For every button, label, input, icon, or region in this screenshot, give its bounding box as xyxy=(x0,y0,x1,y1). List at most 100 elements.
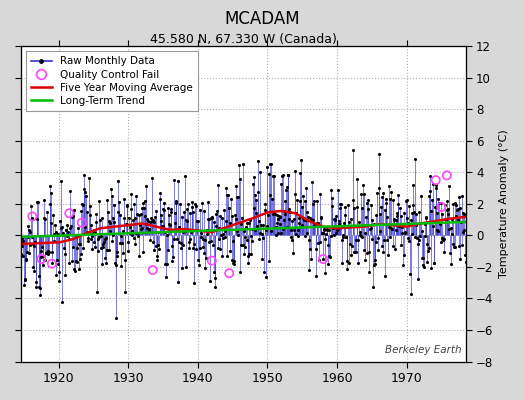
Point xyxy=(140,213,149,219)
Point xyxy=(20,277,29,283)
Point xyxy=(344,202,352,208)
Point xyxy=(78,220,86,226)
Point xyxy=(289,227,298,233)
Point xyxy=(96,216,104,223)
Point xyxy=(174,224,183,230)
Point xyxy=(223,253,231,259)
Point xyxy=(158,223,166,229)
Point xyxy=(183,205,192,212)
Point xyxy=(460,227,468,234)
Point xyxy=(272,224,280,231)
Point xyxy=(199,244,208,250)
Point xyxy=(310,198,319,204)
Point xyxy=(250,174,258,180)
Point xyxy=(198,200,206,206)
Point xyxy=(219,234,227,241)
Point xyxy=(189,209,197,216)
Point xyxy=(440,249,448,256)
Point xyxy=(150,218,159,225)
Point xyxy=(289,250,297,257)
Point xyxy=(51,222,60,228)
Point xyxy=(25,226,33,233)
Point xyxy=(419,262,428,268)
Point xyxy=(257,231,266,238)
Point xyxy=(360,246,368,253)
Point xyxy=(427,208,435,214)
Point xyxy=(203,227,211,233)
Point xyxy=(451,244,460,250)
Point xyxy=(202,255,210,262)
Point xyxy=(437,200,445,206)
Point xyxy=(263,164,271,170)
Point xyxy=(192,218,201,224)
Point xyxy=(342,234,350,241)
Point xyxy=(206,237,215,244)
Point xyxy=(334,218,343,224)
Point xyxy=(356,232,364,238)
Point xyxy=(396,223,404,229)
Point xyxy=(142,183,150,190)
Point xyxy=(380,273,389,280)
Point xyxy=(65,236,73,242)
Point xyxy=(52,229,60,235)
Point xyxy=(54,231,62,237)
Point xyxy=(301,185,310,191)
Point xyxy=(216,246,224,252)
Point xyxy=(268,196,276,202)
Point xyxy=(417,193,425,199)
Y-axis label: Temperature Anomaly (°C): Temperature Anomaly (°C) xyxy=(499,130,509,278)
Point xyxy=(130,241,139,247)
Point xyxy=(217,253,226,260)
Point xyxy=(190,280,198,286)
Point xyxy=(169,235,178,242)
Point xyxy=(383,237,391,243)
Point xyxy=(325,227,333,233)
Point xyxy=(195,244,204,251)
Point xyxy=(180,209,188,215)
Point xyxy=(443,172,451,178)
Point xyxy=(281,198,290,204)
Point xyxy=(442,206,451,213)
Point xyxy=(307,216,315,222)
Point xyxy=(385,183,394,190)
Point xyxy=(232,216,241,222)
Point xyxy=(78,201,86,207)
Point xyxy=(432,177,440,183)
Point xyxy=(348,243,356,249)
Point xyxy=(135,252,143,259)
Point xyxy=(226,220,235,226)
Point xyxy=(44,248,52,255)
Point xyxy=(19,253,27,260)
Point xyxy=(160,206,169,213)
Point xyxy=(194,218,202,224)
Point xyxy=(362,214,370,220)
Point xyxy=(316,214,325,221)
Point xyxy=(234,232,242,239)
Point xyxy=(96,233,105,239)
Point xyxy=(241,234,249,240)
Point xyxy=(285,216,293,222)
Point xyxy=(131,215,139,221)
Point xyxy=(279,208,288,214)
Point xyxy=(407,291,415,298)
Point xyxy=(255,236,264,242)
Point xyxy=(438,235,446,241)
Point xyxy=(220,207,228,213)
Point xyxy=(137,205,146,211)
Point xyxy=(386,196,394,202)
Point xyxy=(445,226,453,232)
Point xyxy=(171,220,180,227)
Point xyxy=(149,238,158,245)
Point xyxy=(206,278,214,285)
Point xyxy=(457,242,466,249)
Point xyxy=(235,162,243,168)
Point xyxy=(323,226,331,233)
Point xyxy=(282,224,291,230)
Point xyxy=(153,253,161,260)
Point xyxy=(324,261,333,268)
Point xyxy=(85,174,93,181)
Point xyxy=(146,237,155,243)
Point xyxy=(410,208,418,215)
Point xyxy=(37,256,46,262)
Point xyxy=(92,211,101,217)
